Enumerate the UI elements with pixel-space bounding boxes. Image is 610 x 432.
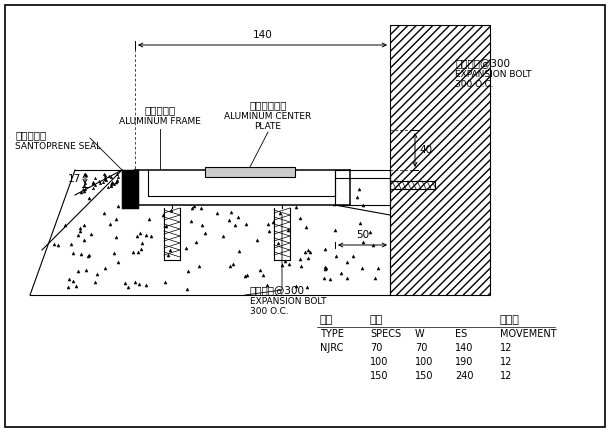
Polygon shape bbox=[30, 170, 390, 295]
Text: PLATE: PLATE bbox=[254, 122, 281, 131]
Text: 规格: 规格 bbox=[370, 315, 383, 325]
Text: 12: 12 bbox=[500, 343, 512, 353]
Text: 300 O.C.: 300 O.C. bbox=[455, 80, 493, 89]
Text: 12: 12 bbox=[500, 371, 512, 381]
Text: 铝合金中心板: 铝合金中心板 bbox=[249, 100, 287, 110]
Text: 150: 150 bbox=[370, 371, 389, 381]
Text: 100: 100 bbox=[415, 357, 433, 367]
Bar bbox=[390, 25, 490, 295]
Text: ES: ES bbox=[455, 329, 467, 339]
Text: 300 O.C.: 300 O.C. bbox=[250, 307, 289, 316]
Text: 铝合金框架: 铝合金框架 bbox=[145, 105, 176, 115]
Text: 50: 50 bbox=[356, 230, 369, 240]
Text: TYPE: TYPE bbox=[320, 329, 344, 339]
Text: NJRC: NJRC bbox=[320, 343, 343, 353]
Text: EXPANSION BOLT: EXPANSION BOLT bbox=[455, 70, 531, 79]
Text: 伸缩量: 伸缩量 bbox=[500, 315, 520, 325]
Text: 型号: 型号 bbox=[320, 315, 333, 325]
Text: 190: 190 bbox=[455, 357, 473, 367]
Text: 100: 100 bbox=[370, 357, 389, 367]
Text: W: W bbox=[415, 329, 425, 339]
Text: 150: 150 bbox=[415, 371, 434, 381]
Bar bbox=[135, 170, 350, 205]
Text: 自攻螺丝@300: 自攻螺丝@300 bbox=[455, 58, 510, 68]
Text: SPECS: SPECS bbox=[370, 329, 401, 339]
Text: ALUMINUM CENTER: ALUMINUM CENTER bbox=[224, 112, 312, 121]
Text: 70: 70 bbox=[415, 343, 428, 353]
Text: 17: 17 bbox=[68, 174, 81, 184]
Bar bbox=[122, 170, 138, 208]
Text: 70: 70 bbox=[370, 343, 382, 353]
Bar bbox=[205, 167, 295, 177]
Text: SANTOPRENE SEAL: SANTOPRENE SEAL bbox=[15, 142, 101, 151]
Text: 140: 140 bbox=[253, 30, 273, 40]
Text: 膨胀螺栓@300: 膨胀螺栓@300 bbox=[250, 285, 305, 295]
Text: 40: 40 bbox=[419, 145, 432, 155]
Text: MOVEMENT: MOVEMENT bbox=[500, 329, 556, 339]
Text: EXPANSION BOLT: EXPANSION BOLT bbox=[250, 297, 326, 306]
Text: 弹性橡胶带: 弹性橡胶带 bbox=[15, 130, 46, 140]
Text: 140: 140 bbox=[455, 343, 473, 353]
Text: 12: 12 bbox=[500, 357, 512, 367]
Text: ALUMINUM FRAME: ALUMINUM FRAME bbox=[119, 117, 201, 126]
Bar bbox=[148, 170, 335, 196]
Text: 240: 240 bbox=[455, 371, 473, 381]
